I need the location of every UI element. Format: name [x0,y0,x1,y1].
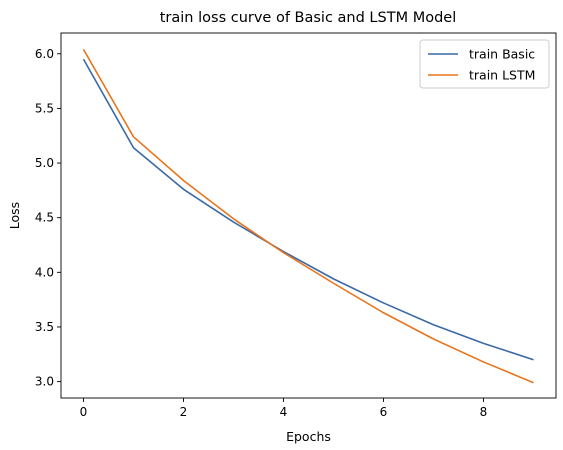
y-tick-label: 4.5 [35,211,54,225]
y-axis-label: Loss [7,202,22,229]
y-tick-label: 6.0 [35,47,54,61]
y-tick-label: 4.0 [35,265,54,279]
x-axis-label: Epochs [286,429,331,444]
y-tick-label: 5.0 [35,156,54,170]
x-tick-label: 2 [180,405,188,419]
x-tick-label: 8 [480,405,488,419]
plot-frame [60,32,557,399]
chart-title: train loss curve of Basic and LSTM Model [160,10,456,26]
x-tick-label: 4 [280,405,288,419]
y-tick-label: 3.5 [35,320,54,334]
legend-label: train LSTM [469,68,535,83]
legend-box [419,39,550,89]
x-tick-label: 0 [80,405,88,419]
series-line-basic [82,58,534,361]
axis-ticks: 0 2 4 6 8 3.0 3.5 4.0 4.5 5.0 5.5 6.0 [35,47,487,419]
y-tick-label: 3.0 [35,375,54,389]
series-line-lstm [82,48,534,384]
series-lines [82,48,534,384]
legend: train Basic train LSTM [419,39,550,89]
y-tick-label: 5.5 [35,101,54,115]
legend-label: train Basic [469,47,535,62]
x-tick-label: 6 [380,405,388,419]
